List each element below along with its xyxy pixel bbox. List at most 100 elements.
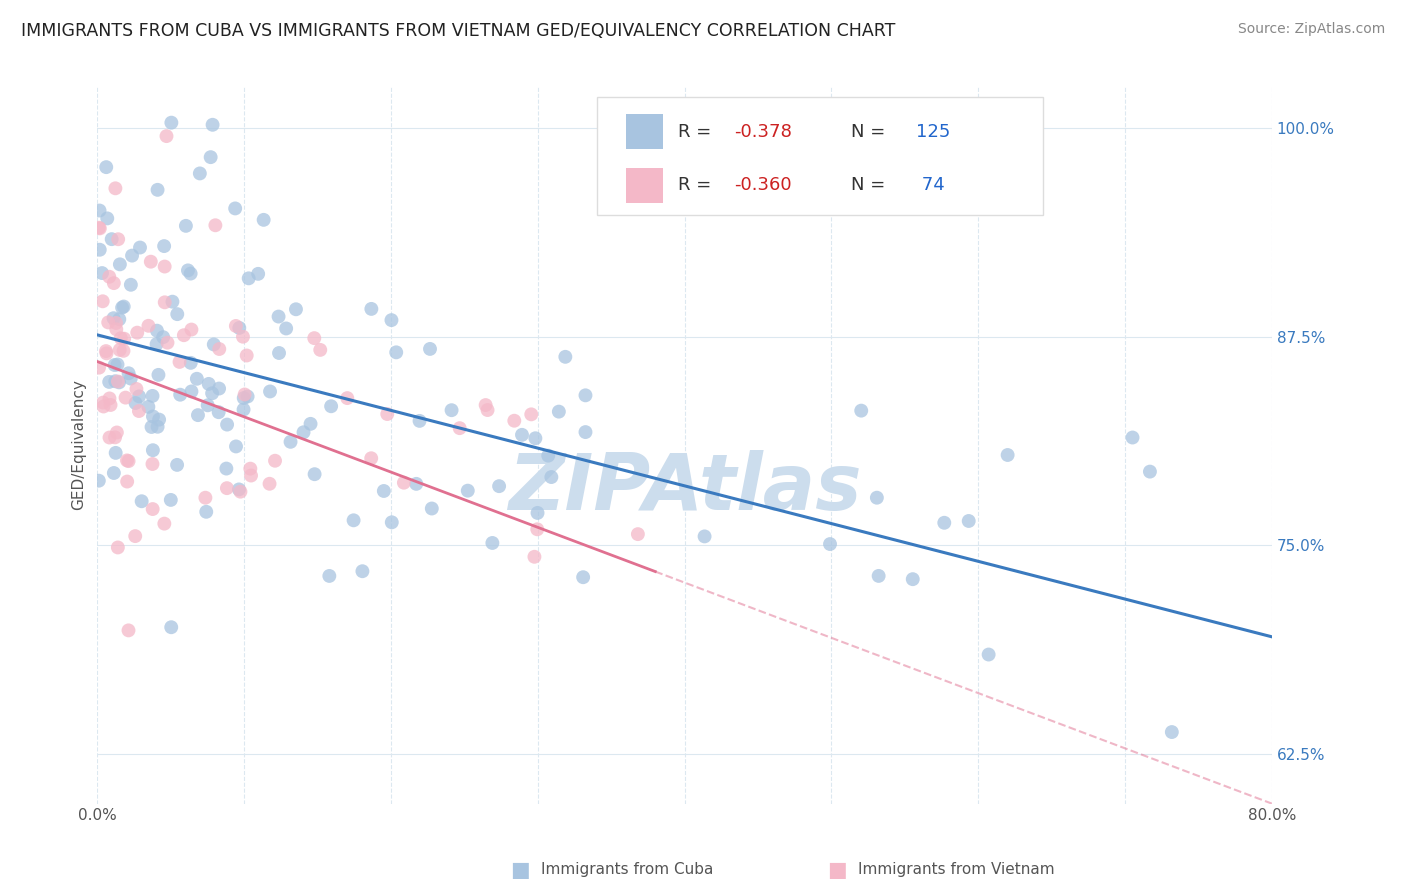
Point xyxy=(100,398,122,412)
Text: Immigrants from Vietnam: Immigrants from Vietnam xyxy=(858,863,1054,877)
Point xyxy=(693,529,716,543)
Point xyxy=(180,384,202,399)
Point xyxy=(299,417,322,431)
Point xyxy=(868,569,890,583)
Point xyxy=(142,443,165,458)
Point xyxy=(112,343,135,358)
Point xyxy=(267,310,290,324)
Point xyxy=(574,388,596,402)
Point xyxy=(474,398,496,412)
Point xyxy=(232,391,254,405)
Point xyxy=(228,321,250,335)
Text: IMMIGRANTS FROM CUBA VS IMMIGRANTS FROM VIETNAM GED/EQUIVALENCY CORRELATION CHAR: IMMIGRANTS FROM CUBA VS IMMIGRANTS FROM … xyxy=(21,22,896,40)
Point xyxy=(124,396,146,410)
Point xyxy=(318,569,340,583)
Point xyxy=(208,382,231,396)
Bar xyxy=(626,168,664,202)
Point xyxy=(107,232,129,246)
Point xyxy=(280,434,302,449)
Point xyxy=(169,388,191,402)
Point xyxy=(96,160,118,174)
Point xyxy=(232,402,254,417)
Point xyxy=(127,326,149,340)
Point xyxy=(117,624,139,638)
Point xyxy=(107,358,129,372)
Point xyxy=(537,449,560,463)
Point xyxy=(901,572,924,586)
Point xyxy=(128,404,150,418)
Point xyxy=(160,116,183,130)
Point xyxy=(228,483,250,497)
Point xyxy=(285,302,308,317)
Point xyxy=(186,372,208,386)
Point xyxy=(360,301,382,316)
Text: R =: R = xyxy=(678,122,717,141)
Text: N =: N = xyxy=(852,177,891,194)
Point xyxy=(336,391,359,405)
Point xyxy=(159,492,181,507)
Point xyxy=(259,384,281,399)
Point xyxy=(503,414,526,428)
Point xyxy=(276,321,298,335)
Point xyxy=(141,457,163,471)
Point xyxy=(934,516,956,530)
Point xyxy=(851,403,873,417)
Point xyxy=(1139,465,1161,479)
Point xyxy=(304,331,326,345)
Point xyxy=(197,398,219,412)
Point xyxy=(142,409,165,424)
Point xyxy=(547,404,569,418)
Point xyxy=(107,541,129,555)
Text: 125: 125 xyxy=(917,122,950,141)
Point xyxy=(201,386,224,401)
Point xyxy=(104,358,127,372)
Point xyxy=(108,312,131,326)
Point xyxy=(160,620,183,634)
Point xyxy=(87,474,110,488)
Point xyxy=(166,307,188,321)
Point xyxy=(481,536,503,550)
Point xyxy=(105,425,128,440)
Point xyxy=(89,243,111,257)
Point xyxy=(321,399,343,413)
Point xyxy=(977,648,1000,662)
Point xyxy=(87,220,110,235)
Point xyxy=(98,269,121,284)
Point xyxy=(174,219,197,233)
Text: -0.360: -0.360 xyxy=(734,177,792,194)
Point xyxy=(572,570,595,584)
Text: N =: N = xyxy=(852,122,891,141)
Point xyxy=(510,427,533,442)
Point xyxy=(526,506,548,520)
Point xyxy=(238,271,260,285)
Point xyxy=(138,318,160,333)
Point xyxy=(104,446,127,460)
Point xyxy=(87,360,110,375)
Point xyxy=(177,263,200,277)
Bar xyxy=(626,114,664,149)
Point xyxy=(107,375,129,389)
Point xyxy=(153,239,176,253)
Point xyxy=(124,529,146,543)
Point xyxy=(233,387,256,401)
Text: ■: ■ xyxy=(510,860,530,880)
Point xyxy=(215,461,238,475)
Point xyxy=(115,453,138,467)
Point xyxy=(98,430,121,444)
Point xyxy=(526,522,548,536)
Point xyxy=(225,318,247,333)
Point xyxy=(385,345,408,359)
Point xyxy=(215,481,238,495)
Text: 74: 74 xyxy=(917,177,945,194)
Point xyxy=(201,118,224,132)
Point xyxy=(115,475,138,489)
Point xyxy=(200,150,222,164)
Point xyxy=(156,335,179,350)
Point xyxy=(103,466,125,480)
Point xyxy=(93,400,115,414)
Text: ZIPAtlas: ZIPAtlas xyxy=(508,450,862,526)
Point xyxy=(128,389,150,403)
Point xyxy=(120,371,142,385)
Point xyxy=(957,514,980,528)
Point xyxy=(104,181,127,195)
